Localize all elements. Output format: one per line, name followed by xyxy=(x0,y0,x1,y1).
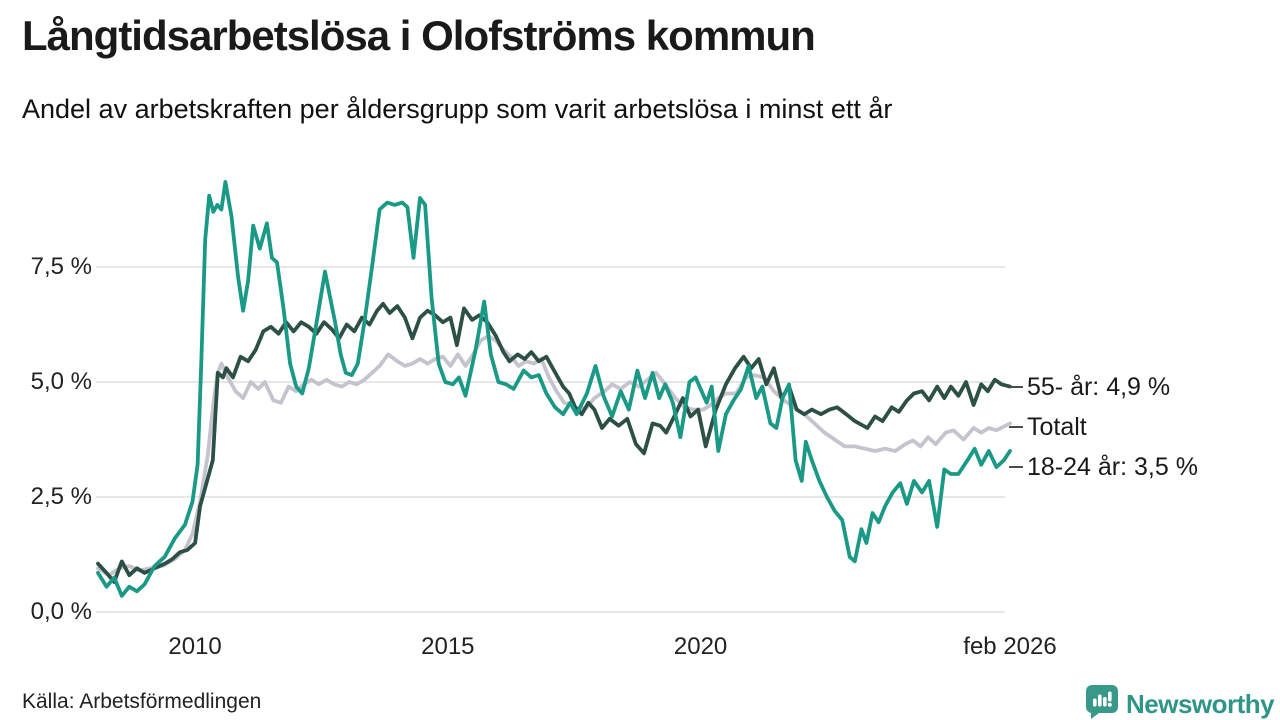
newsworthy-wordmark: Newsworthy xyxy=(1126,688,1275,719)
y-tick-label: 7,5 % xyxy=(30,253,92,280)
series-line-55-r xyxy=(96,301,1012,584)
page-title: Långtidsarbetslösa i Olofströms kommun xyxy=(22,12,816,59)
x-tick-label: 2020 xyxy=(673,633,728,660)
chart-subtitle: Andel av arbetskraften per åldersgrupp s… xyxy=(22,94,893,124)
legend-connector xyxy=(1009,465,1023,468)
x-tick-label: 2010 xyxy=(168,633,222,660)
x-tick-label: feb 2026 xyxy=(963,633,1057,660)
series-line-totalt xyxy=(96,334,1012,578)
legend-connector xyxy=(1009,425,1023,428)
y-tick-label: 0,0 % xyxy=(30,598,92,625)
x-tick-label: 2015 xyxy=(421,633,475,660)
series-label-18-24-r: 18-24 år: 3,5 % xyxy=(1027,452,1198,481)
y-tick-label: 2,5 % xyxy=(30,483,92,510)
newsworthy-logo[interactable]: Newsworthy xyxy=(1084,683,1275,720)
y-tick-label: 5,0 % xyxy=(30,368,92,395)
series-label-55-r: 55- år: 4,9 % xyxy=(1027,372,1171,401)
source-note: Källa: Arbetsförmedlingen xyxy=(22,690,262,713)
newsworthy-speech-bubble-chart-icon xyxy=(1084,683,1120,720)
series-label-totalt: Totalt xyxy=(1027,412,1087,441)
legend-connector xyxy=(1009,385,1023,388)
series-line-18-24-r xyxy=(96,180,1012,598)
